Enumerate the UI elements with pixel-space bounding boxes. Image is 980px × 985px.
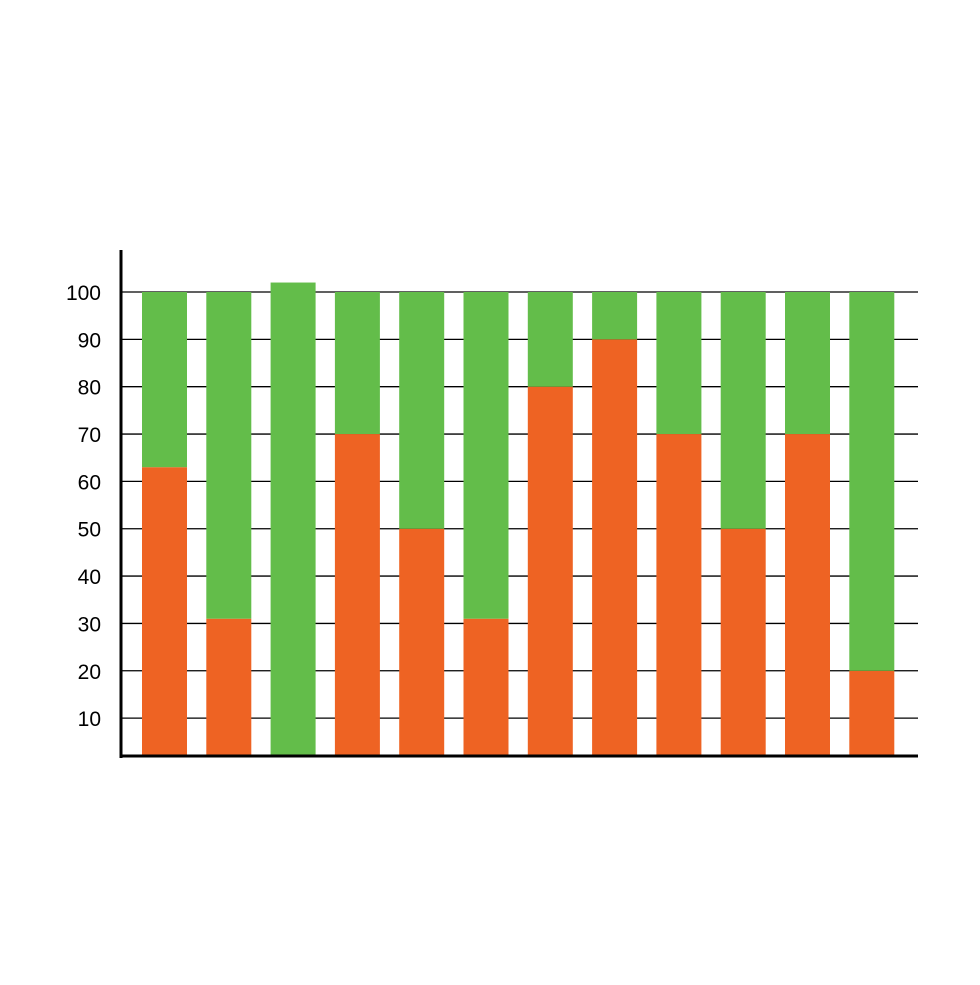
- bar-orange-1: [142, 467, 187, 756]
- bar-green-6: [463, 292, 509, 619]
- bar-green-5: [399, 292, 445, 529]
- bars: [142, 282, 895, 756]
- y-tick-label: 40: [78, 566, 101, 589]
- y-tick-label: 90: [78, 329, 101, 352]
- bar-green-10: [720, 292, 766, 529]
- bar-orange-12: [849, 670, 895, 756]
- bar-green-2: [206, 292, 252, 619]
- bar-green-7: [527, 292, 573, 387]
- bar-orange-6: [463, 618, 509, 756]
- bar-green-4: [334, 292, 380, 435]
- y-tick-label: 100: [66, 282, 101, 305]
- bar-orange-9: [656, 434, 702, 756]
- bar-orange-7: [527, 386, 573, 756]
- y-tick-label: 10: [78, 708, 101, 731]
- axes: [119, 250, 918, 758]
- bar-green-1: [142, 292, 187, 468]
- bar-green-9: [656, 292, 702, 435]
- y-tick-label: 60: [78, 471, 101, 494]
- bar-orange-2: [206, 618, 252, 756]
- bar-green-3: [270, 282, 316, 756]
- y-tick-label: 80: [78, 377, 101, 400]
- bar-orange-10: [720, 528, 766, 756]
- bar-orange-4: [334, 434, 380, 756]
- bar-green-12: [849, 292, 895, 671]
- bar-green-11: [785, 292, 830, 435]
- bar-orange-11: [785, 434, 830, 756]
- bar-green-8: [592, 292, 638, 340]
- bar-orange-8: [592, 339, 638, 756]
- bar-orange-5: [399, 528, 445, 756]
- y-tick-label: 30: [78, 613, 101, 636]
- y-tick-label: 20: [78, 661, 101, 684]
- y-tick-label: 50: [78, 519, 101, 542]
- y-tick-labels: 10 20 30 40 50 60 70 80 90 100: [66, 282, 101, 731]
- y-tick-label: 70: [78, 424, 101, 447]
